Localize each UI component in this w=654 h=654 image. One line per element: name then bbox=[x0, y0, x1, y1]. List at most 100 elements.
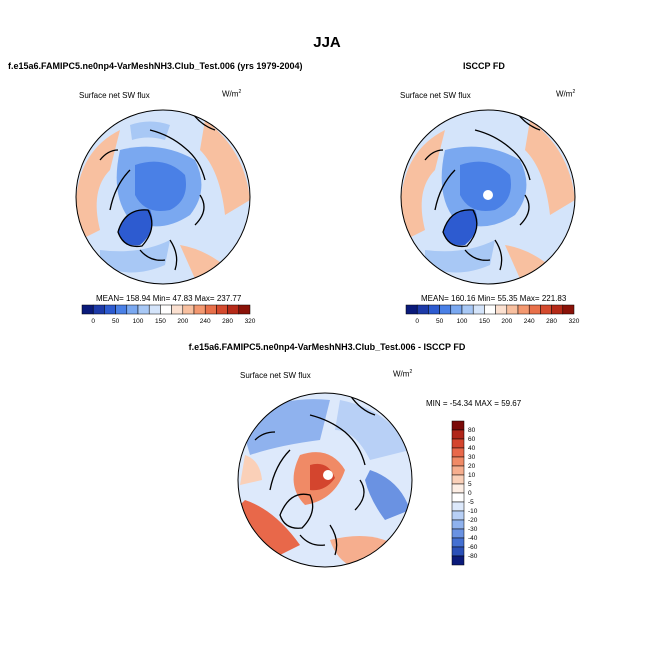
diff-colorbar-tick-label: -20 bbox=[468, 517, 478, 524]
right-polar-map bbox=[401, 110, 575, 284]
diff-variable-label: Surface net SW flux bbox=[240, 371, 311, 380]
left-colorbar-tick-label: 150 bbox=[155, 318, 166, 325]
left-colorbar-swatch-12 bbox=[216, 304, 228, 315]
diff-colorbar-swatch-4 bbox=[451, 456, 465, 467]
right-colorbar-swatch-9 bbox=[506, 304, 519, 315]
figure-title: JJA bbox=[313, 34, 341, 51]
right-coastlines bbox=[424, 110, 541, 271]
diff-polar-map bbox=[238, 393, 412, 567]
right-colorbar-swatch-10 bbox=[517, 304, 530, 315]
left-colorbar-swatch-3 bbox=[115, 304, 128, 315]
left-colorbar-swatch-4 bbox=[126, 304, 139, 315]
left-stats: MEAN= 158.94 Min= 47.83 Max= 237.77 bbox=[96, 294, 242, 303]
diff-colorbar-tick-label: 10 bbox=[468, 472, 476, 479]
left-colorbar-swatch-6 bbox=[148, 304, 161, 315]
right-colorbar-swatch-0 bbox=[405, 304, 418, 315]
left-units-label: W/m2 bbox=[222, 89, 242, 99]
right-colorbar-swatch-11 bbox=[528, 304, 541, 315]
left-colorbar-tick-label: 50 bbox=[112, 318, 120, 325]
left-colorbar-swatch-7 bbox=[160, 304, 172, 315]
left-colorbar-tick-label: 240 bbox=[200, 318, 211, 325]
left-variable-label: Surface net SW flux bbox=[79, 91, 150, 100]
right-colorbar-tick-label: 0 bbox=[415, 318, 419, 325]
diff-units-label: W/m2 bbox=[393, 369, 413, 379]
right-colorbar-swatch-12 bbox=[540, 304, 552, 315]
panel-left-title: f.e15a6.FAMIPC5.ne0np4-VarMeshNH3.Club_T… bbox=[8, 61, 303, 71]
diff-colorbar-tick-label: 60 bbox=[468, 436, 476, 443]
right-colorbar-swatch-6 bbox=[472, 304, 485, 315]
right-units-label: W/m2 bbox=[556, 89, 576, 99]
right-colorbar-swatch-5 bbox=[461, 304, 474, 315]
left-colorbar-tick-label: 320 bbox=[245, 318, 256, 325]
diff-stats: MIN = -54.34 MAX = 59.67 bbox=[426, 399, 522, 408]
diff-colorbar-tick-label: -30 bbox=[468, 526, 478, 533]
diff-colorbar-tick-label: 5 bbox=[468, 481, 472, 488]
diff-colorbar-tick-label: 80 bbox=[468, 427, 476, 434]
right-colorbar-swatch-14 bbox=[562, 304, 575, 315]
diff-pole-mask bbox=[323, 470, 333, 480]
right-colorbar-swatch-1 bbox=[416, 304, 429, 315]
diff-colorbar: 80 60 40 30 20 10 5 0 -5 -10 -20 -30 -40 -60 -80 bbox=[451, 420, 478, 566]
left-colorbar-swatch-10 bbox=[193, 304, 206, 315]
left-colorbar-tick-label: 0 bbox=[91, 318, 95, 325]
right-colorbar-swatch-2 bbox=[428, 304, 440, 315]
left-colorbar-tick-label: 280 bbox=[222, 318, 233, 325]
right-colorbar-tick-label: 200 bbox=[501, 318, 512, 325]
diff-colorbar-swatch-8 bbox=[451, 492, 465, 503]
panel-diff-title: f.e15a6.FAMIPC5.ne0np4-VarMeshNH3.Club_T… bbox=[188, 342, 466, 352]
diff-colorbar-swatch-10 bbox=[451, 510, 465, 521]
diff-colorbar-tick-label: 40 bbox=[468, 445, 476, 452]
diff-colorbar-swatch-7 bbox=[451, 483, 465, 494]
left-colorbar-swatch-8 bbox=[171, 304, 184, 315]
diff-colorbar-tick-label: 30 bbox=[468, 454, 476, 461]
diff-colorbar-swatch-12 bbox=[451, 528, 465, 539]
right-colorbar-tick-label: 100 bbox=[457, 318, 468, 325]
left-colorbar-swatch-11 bbox=[204, 304, 217, 315]
right-map-boundary bbox=[400, 109, 576, 285]
right-colorbar-tick-label: 320 bbox=[569, 318, 580, 325]
left-colorbar-tick-label: 100 bbox=[133, 318, 144, 325]
right-pole-mask bbox=[483, 190, 493, 200]
left-colorbar-swatch-0 bbox=[81, 304, 94, 315]
left-colorbar-swatch-13 bbox=[227, 304, 240, 315]
diff-colorbar-tick-label: -10 bbox=[468, 508, 478, 515]
right-colorbar-swatch-8 bbox=[495, 304, 508, 315]
diff-colorbar-tick-label: -60 bbox=[468, 544, 478, 551]
left-polar-map bbox=[76, 110, 250, 284]
right-colorbar-swatch-4 bbox=[450, 304, 463, 315]
diff-colorbar-swatch-11 bbox=[451, 519, 465, 530]
diff-colorbar-swatch-1 bbox=[451, 429, 465, 440]
right-colorbar-tick-label: 280 bbox=[546, 318, 557, 325]
left-colorbar-swatch-5 bbox=[137, 304, 150, 315]
left-colorbar-swatch-1 bbox=[92, 304, 105, 315]
diff-colorbar-tick-label: -40 bbox=[468, 535, 478, 542]
panel-right-title: ISCCP FD bbox=[463, 61, 505, 71]
left-colorbar-swatch-9 bbox=[182, 304, 195, 315]
diff-colorbar-swatch-3 bbox=[451, 447, 465, 458]
right-colorbar-tick-label: 150 bbox=[479, 318, 490, 325]
diff-colorbar-swatch-9 bbox=[451, 501, 465, 512]
diff-colorbar-tick-label: -5 bbox=[468, 499, 474, 506]
diff-colorbar-swatch-14 bbox=[451, 546, 465, 557]
diff-colorbar-tick-label: 20 bbox=[468, 463, 476, 470]
right-colorbar-tick-label: 240 bbox=[524, 318, 535, 325]
diff-colorbar-swatch-15 bbox=[451, 555, 465, 566]
left-colorbar-swatch-14 bbox=[238, 304, 251, 315]
right-colorbar-swatch-7 bbox=[484, 304, 496, 315]
diff-colorbar-swatch-5 bbox=[451, 465, 465, 476]
left-colorbar: 0 50 100 150 200 240 280 320 bbox=[81, 304, 256, 325]
right-variable-label: Surface net SW flux bbox=[400, 91, 471, 100]
right-colorbar-swatch-3 bbox=[439, 304, 452, 315]
right-colorbar-swatch-13 bbox=[551, 304, 564, 315]
left-map-boundary bbox=[75, 109, 251, 285]
diff-map-boundary bbox=[237, 392, 413, 568]
right-colorbar-tick-label: 50 bbox=[436, 318, 444, 325]
diff-colorbar-tick-label: 0 bbox=[468, 490, 472, 497]
left-colorbar-swatch-2 bbox=[104, 304, 116, 315]
diff-colorbar-swatch-2 bbox=[451, 438, 465, 449]
diff-colorbar-swatch-6 bbox=[451, 474, 465, 485]
diff-colorbar-swatch-13 bbox=[451, 537, 465, 548]
diff-colorbar-swatch-0 bbox=[451, 420, 465, 431]
diff-colorbar-tick-label: -80 bbox=[468, 553, 478, 560]
